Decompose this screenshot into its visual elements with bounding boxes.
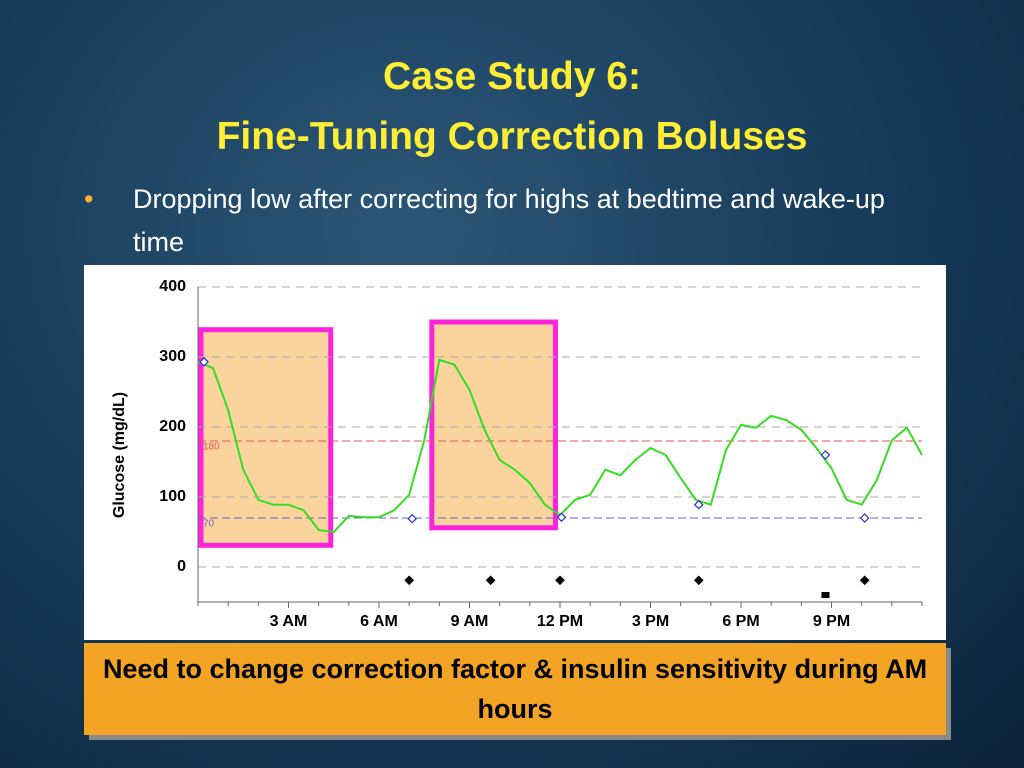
y-tick-label: 200: [159, 418, 186, 435]
chart: Glucose (mg/dL) 0 100 200 300 400 180 70 3 AM 6 …: [84, 265, 946, 640]
meter-reading: [199, 357, 209, 367]
meter-reading: [859, 513, 870, 523]
highlight-box: [198, 327, 334, 548]
y-tick-label: 400: [159, 278, 186, 295]
x-tick-label: 3 AM: [270, 613, 308, 630]
bolus-marker: [693, 575, 704, 586]
y-tick-label: 0: [177, 558, 186, 575]
highlight-box: [429, 319, 558, 531]
reference-label: 70: [203, 519, 215, 530]
y-tick-label: 300: [159, 348, 186, 365]
meter-reading: [407, 513, 418, 524]
x-tick-label: 9 PM: [813, 613, 850, 630]
bolus-marker: [859, 575, 870, 586]
meter-reading: [820, 450, 831, 460]
title: Fine-Tuning Correction Boluses: [216, 115, 808, 158]
meter-reading: [556, 512, 567, 523]
x-tick-label: 6 AM: [360, 613, 398, 630]
reference-label: 180: [203, 442, 220, 453]
y-axis-label: Glucose (mg/dL): [111, 392, 128, 518]
bolus-marker: [404, 575, 415, 586]
event-marker: [821, 592, 830, 598]
bolus-marker: [485, 575, 496, 586]
x-tick-label: 6 PM: [722, 613, 759, 630]
title: Case Study 6:: [383, 55, 641, 98]
callout: Need to change correction factor & insul…: [84, 643, 946, 735]
x-tick-label: 12 PM: [537, 613, 583, 630]
meter-reading: [693, 499, 704, 510]
bullet: Dropping low after correcting for highs …: [133, 184, 885, 257]
y-tick-label: 100: [159, 488, 186, 505]
bullet-marker: •: [84, 184, 94, 214]
x-tick-label: 9 AM: [451, 613, 489, 630]
bolus-marker: [555, 575, 565, 586]
x-tick-label: 3 PM: [632, 613, 669, 630]
